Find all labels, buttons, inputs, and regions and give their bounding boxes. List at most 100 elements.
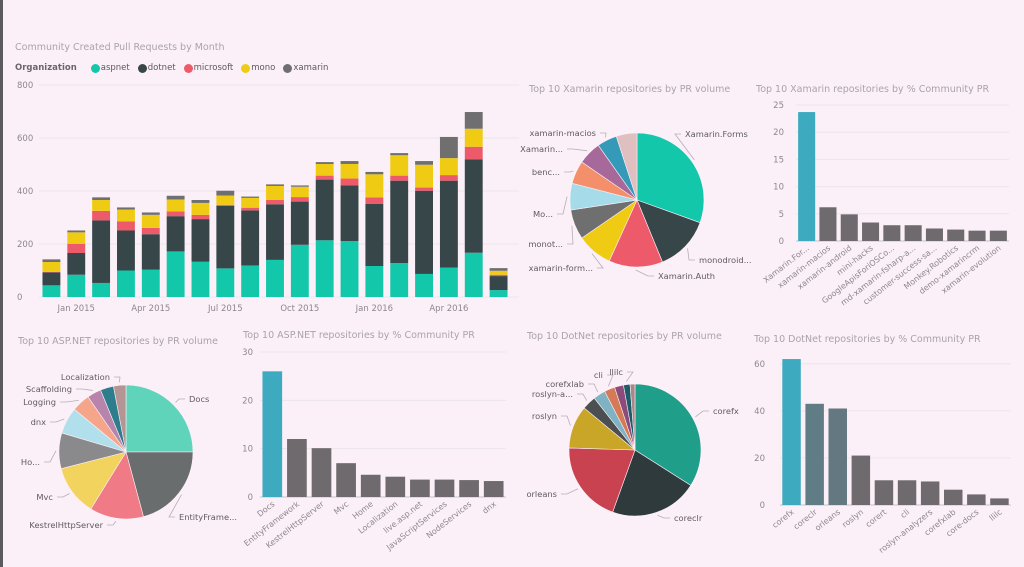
- pie-leader-line: [635, 269, 654, 277]
- legend-item-xamarin[interactable]: xamarin: [283, 63, 328, 73]
- bar-segment-microsoft: [266, 199, 284, 205]
- bar: [262, 371, 283, 497]
- bar: [851, 455, 871, 505]
- y-tick-label: 800: [17, 81, 33, 91]
- bar-segment-aspnet: [42, 285, 61, 297]
- x-tick-label: dnx: [481, 499, 498, 515]
- bar-segment-mono: [92, 200, 111, 211]
- bar-segment-mono: [489, 270, 508, 275]
- bar-segment-xamarin: [464, 112, 483, 129]
- bar: [410, 479, 430, 497]
- pie-leader-line: [607, 374, 614, 387]
- bar: [798, 112, 816, 242]
- y-tick-label: 200: [17, 240, 33, 250]
- pie-slice: [629, 383, 636, 451]
- bar: [819, 207, 837, 241]
- bar: [828, 408, 847, 505]
- bar-segment-xamarin: [365, 171, 384, 175]
- bar-segment-aspnet: [290, 244, 309, 297]
- legend-item-dotnet[interactable]: dotnet: [137, 63, 176, 73]
- y-tick-label: 600: [17, 134, 33, 144]
- bar: [920, 481, 940, 505]
- pie-label: Xamarin.Forms: [685, 129, 748, 139]
- bar-segment-dotnet: [191, 219, 210, 262]
- pie-leader-line: [561, 415, 571, 426]
- bar: [336, 463, 356, 497]
- bar-segment-aspnet: [191, 261, 210, 297]
- bar-segment-mono: [241, 197, 260, 208]
- pie-leader-line: [561, 488, 579, 495]
- bar-segment-xamarin: [266, 184, 284, 186]
- bar-segment-mono: [191, 202, 210, 215]
- x-tick-label: Apr 2016: [429, 304, 468, 314]
- pie-leader-line: [564, 170, 574, 173]
- bar-segment-dotnet: [141, 234, 160, 270]
- bar-segment-microsoft: [42, 271, 61, 273]
- x-tick-label: corert: [864, 507, 888, 529]
- pie-label: xamarin-macios: [529, 128, 596, 138]
- x-tick-label: NodeServices: [425, 499, 474, 540]
- bar-segment-dotnet: [439, 180, 458, 268]
- pie-slice: [113, 384, 127, 453]
- pie-label: monot...: [528, 239, 563, 249]
- chart-title-dotnet-bar: Top 10 DotNet repositories by % Communit…: [754, 334, 981, 345]
- bar-segment-microsoft: [141, 227, 160, 235]
- bar-segment-microsoft: [365, 197, 384, 204]
- bar: [287, 439, 307, 497]
- pie-label: coreclr: [674, 513, 703, 523]
- x-tick-label: orleans: [813, 507, 842, 532]
- bar-segment-mono: [117, 209, 135, 222]
- bar-segment-mono: [42, 262, 61, 272]
- legend-dot-microsoft: [183, 63, 193, 73]
- bar-segment-aspnet: [92, 282, 111, 297]
- bar-segment-mono: [390, 155, 409, 176]
- pie-leader-line: [57, 493, 70, 498]
- pie-label: monodroid...: [699, 255, 752, 265]
- legend-label: xamarin: [293, 63, 329, 73]
- pie-slice: [125, 384, 194, 453]
- bar-segment-xamarin: [141, 212, 160, 215]
- bar-segment-aspnet: [266, 259, 284, 297]
- bar-segment-mono: [415, 164, 433, 188]
- legend-item-aspnet[interactable]: aspnet: [90, 63, 130, 73]
- pie-leader-line: [567, 225, 574, 245]
- y-tick-label: 60: [754, 360, 765, 370]
- legend-label: microsoft: [193, 63, 234, 73]
- bar-segment-microsoft: [315, 175, 334, 180]
- pie-label: xamarin-form...: [529, 263, 593, 273]
- bar: [360, 474, 381, 497]
- bar-segment-microsoft: [67, 243, 86, 254]
- y-tick-label: 0: [779, 237, 784, 247]
- pie-leader-line: [600, 132, 607, 138]
- bar-segment-microsoft: [464, 146, 483, 160]
- bar-segment-mono: [365, 174, 384, 198]
- pie-leader-line: [44, 450, 57, 463]
- x-tick-label: Jan 2016: [355, 304, 393, 314]
- y-tick-label: 40: [754, 407, 765, 417]
- pie-slice: [636, 132, 705, 224]
- bar-segment-dotnet: [166, 216, 185, 252]
- pie-label: Ho...: [21, 457, 40, 467]
- bar: [311, 448, 332, 497]
- pie-slice: [90, 451, 144, 520]
- bar: [925, 228, 943, 241]
- bar-segment-dotnet: [241, 210, 260, 266]
- bar-segment-mono: [141, 214, 160, 228]
- chart-title-aspnet-bar: Top 10 ASP.NET repositories by % Communi…: [243, 330, 475, 341]
- legend-item-microsoft[interactable]: microsoft: [183, 63, 234, 73]
- bar-segment-microsoft: [191, 214, 210, 220]
- x-tick-label: Oct 2015: [280, 304, 319, 314]
- y-tick-label: 10: [773, 183, 784, 193]
- bar-segment-microsoft: [390, 175, 409, 181]
- bar-segment-xamarin: [290, 185, 309, 187]
- legend-label: aspnet: [100, 63, 130, 73]
- bar: [990, 498, 1009, 505]
- y-tick-label: 400: [17, 187, 33, 197]
- y-tick-label: 0: [17, 293, 22, 303]
- x-tick-label: corefx: [771, 507, 796, 530]
- y-tick-label: 0: [248, 493, 253, 503]
- legend-item-mono[interactable]: mono: [241, 63, 275, 73]
- bar-segment-dotnet: [67, 253, 86, 275]
- bar-segment-dotnet: [365, 203, 384, 266]
- bar: [782, 359, 801, 505]
